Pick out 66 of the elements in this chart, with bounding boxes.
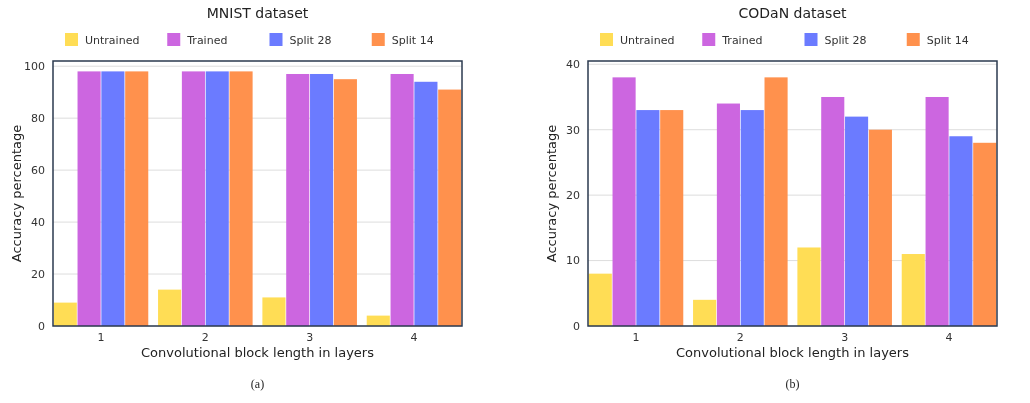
y-tick-label: 80: [31, 112, 45, 126]
bar: [262, 297, 286, 326]
text: (b): [785, 377, 800, 391]
y-tick-label: 10: [566, 254, 580, 268]
legend-label: Split 28: [289, 33, 332, 47]
bar: [612, 77, 636, 326]
bar: [845, 116, 869, 326]
bar: [101, 71, 125, 326]
legend-label: Trained: [186, 33, 228, 47]
bar: [925, 96, 949, 326]
bar: [310, 73, 334, 326]
y-tick-label: 40: [566, 58, 580, 72]
y-tick-label: 30: [566, 123, 580, 137]
bar: [414, 81, 438, 326]
x-tick-label: 2: [736, 331, 744, 344]
x-tick-label: 3: [306, 331, 314, 344]
x-tick-label: 3: [841, 331, 849, 344]
legend-label: Untrained: [620, 33, 675, 47]
x-tick-label: 4: [945, 331, 953, 344]
bar: [77, 71, 101, 326]
x-tick-label: 2: [201, 331, 209, 344]
bar: [125, 71, 149, 326]
bar: [181, 71, 205, 326]
bar: [390, 73, 414, 326]
bar: [229, 71, 253, 326]
bar: [764, 77, 788, 326]
bar: [797, 247, 821, 326]
bar: [821, 96, 845, 326]
y-axis-title: Accuracy percentage: [544, 124, 559, 263]
y-tick-label: 60: [31, 163, 45, 177]
bar: [438, 89, 462, 326]
legend-label: Split 14: [926, 33, 969, 47]
y-tick-label: 20: [566, 188, 580, 202]
legend-label: Trained: [721, 33, 763, 47]
bar: [205, 71, 229, 326]
y-axis-title: Accuracy percentage: [9, 124, 24, 263]
bar: [588, 273, 612, 326]
x-axis-title: Convolutional block length in layers: [141, 345, 375, 360]
bar: [973, 142, 997, 326]
x-axis-title: Convolutional block length in layers: [676, 345, 910, 360]
bar: [901, 254, 925, 326]
bar: [286, 73, 310, 326]
bar: [693, 299, 717, 326]
x-tick-label: 1: [97, 331, 105, 344]
bar: [716, 103, 740, 326]
y-tick-label: 100: [24, 60, 45, 74]
legend-label: Untrained: [85, 33, 140, 47]
bar: [740, 110, 764, 326]
legend-label: Split 14: [391, 33, 434, 47]
y-tick-label: 20: [31, 267, 45, 281]
x-tick-label: 1: [632, 331, 640, 344]
bar: [949, 136, 973, 326]
chart-title: MNIST dataset: [206, 5, 309, 21]
legend-label: Split 28: [824, 33, 867, 47]
bar: [868, 129, 892, 326]
bar: [660, 110, 684, 326]
y-tick-label: 0: [573, 319, 580, 333]
x-tick-label: 4: [410, 331, 418, 344]
chart-title: CODaN dataset: [738, 5, 848, 21]
bar: [53, 302, 77, 326]
text: (a): [250, 377, 265, 391]
bar: [333, 79, 357, 326]
bar: [158, 289, 182, 326]
y-tick-label: 0: [38, 319, 45, 333]
bar: [636, 110, 660, 326]
y-tick-label: 40: [31, 215, 45, 229]
